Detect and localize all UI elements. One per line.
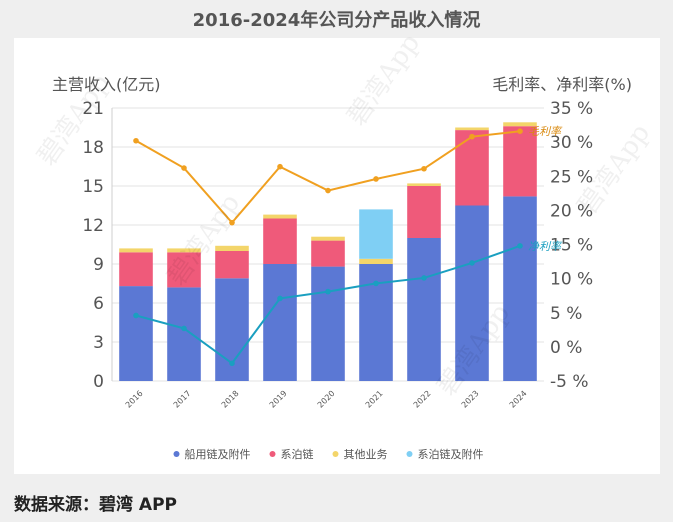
- x-tick-label: 2020: [316, 389, 337, 410]
- line-point: [325, 288, 331, 295]
- line-point: [133, 137, 139, 144]
- line-point: [133, 312, 139, 319]
- y-tick-label: 0: [93, 372, 104, 392]
- y2-tick-label: 10 %: [550, 270, 593, 290]
- line-point: [229, 360, 235, 367]
- legend-label: 其他业务: [344, 448, 388, 461]
- line-point: [517, 128, 523, 135]
- line-point: [277, 163, 283, 170]
- y-axis-title: 主营收入(亿元): [52, 75, 161, 94]
- y-tick-label: 18: [82, 138, 104, 158]
- bar-segment: [263, 214, 297, 219]
- line-end-label: 毛利率: [528, 125, 563, 138]
- legend-marker: [406, 451, 413, 457]
- line-point: [469, 133, 475, 140]
- y-tick-label: 21: [82, 99, 104, 119]
- bar-segment: [407, 186, 441, 238]
- bar-segment: [119, 286, 153, 381]
- y2-tick-label: 35 %: [550, 99, 593, 119]
- y2-tick-label: -5 %: [550, 372, 589, 392]
- x-tick-label: 2022: [412, 389, 433, 410]
- chart-svg: 主营收入(亿元) 毛利率、净利率(%) 0 3 6 9 12 15 18 21 -5 % 0 % 5 %…: [52, 75, 632, 461]
- x-tick-label: 2019: [268, 389, 289, 410]
- y2-tick-label: 20 %: [550, 201, 593, 221]
- bar-segment: [167, 248, 201, 253]
- bar-segment: [455, 127, 489, 131]
- bar-segment: [455, 130, 489, 206]
- legend-label: 系泊链及附件: [418, 447, 484, 461]
- bar-segment: [455, 205, 489, 381]
- x-tick-label: 2018: [220, 389, 241, 410]
- y-tick-label: 3: [93, 333, 104, 353]
- bar-segment: [503, 196, 537, 381]
- bar-segment: [215, 245, 249, 251]
- line-point: [181, 325, 187, 332]
- line-point: [229, 219, 235, 226]
- y-tick-label: 6: [93, 294, 104, 314]
- bar-segment: [359, 258, 393, 264]
- y2-axis-title: 毛利率、净利率(%): [492, 75, 632, 94]
- y2-tick-label: 15 %: [550, 236, 593, 256]
- line-point: [421, 165, 427, 172]
- legend-label: 系泊链: [281, 447, 314, 461]
- y-tick-label: 15: [82, 177, 104, 197]
- bar-segment: [359, 209, 393, 259]
- y2-tick-label: 0 %: [550, 338, 582, 358]
- bar-segment: [311, 266, 345, 381]
- line-point: [181, 165, 187, 171]
- chart-panel: 主营收入(亿元) 毛利率、净利率(%) 0 3 6 9 12 15 18 21 -5 % 0 % 5 %…: [14, 38, 660, 474]
- legend-marker: [332, 451, 339, 457]
- y2-tick-label: 5 %: [550, 304, 582, 324]
- legend-label: 船用链及附件: [185, 447, 251, 461]
- line-point: [277, 295, 283, 302]
- x-tick-label: 2021: [364, 389, 385, 410]
- line-point: [373, 280, 379, 287]
- bar-segment: [119, 252, 153, 287]
- bar-segment: [407, 238, 441, 381]
- x-tick-label: 2017: [172, 389, 193, 410]
- line-end-label: 净利率: [528, 240, 563, 253]
- y2-tick-label: 30 %: [550, 133, 593, 153]
- line-point: [373, 176, 379, 182]
- legend-marker: [173, 451, 180, 457]
- bar-segment: [503, 126, 537, 197]
- bar-segment: [311, 236, 345, 241]
- bar-segment: [311, 240, 345, 267]
- y-tick-label: 9: [93, 255, 104, 275]
- y-tick-label: 12: [82, 216, 104, 236]
- bar-segment: [167, 287, 201, 381]
- x-tick-label: 2024: [508, 389, 529, 410]
- bar-segment: [215, 251, 249, 279]
- bar-segment: [407, 183, 441, 186]
- bar-segment: [263, 264, 297, 381]
- x-tick-label: 2023: [460, 389, 481, 410]
- bar-segment: [119, 248, 153, 253]
- line-point: [469, 260, 475, 266]
- legend-marker: [269, 451, 276, 457]
- line-point: [325, 187, 331, 194]
- chart-title: 2016-2024年公司分产品收入情况: [192, 10, 481, 31]
- bar-segment: [167, 252, 201, 288]
- y2-tick-label: 25 %: [550, 167, 593, 187]
- line-point: [517, 243, 523, 249]
- bar-segment: [263, 218, 297, 264]
- bar-segment: [503, 122, 537, 127]
- line-point: [421, 275, 427, 281]
- source-label: 数据来源：碧湾 APP: [14, 495, 177, 515]
- x-tick-label: 2016: [124, 389, 145, 410]
